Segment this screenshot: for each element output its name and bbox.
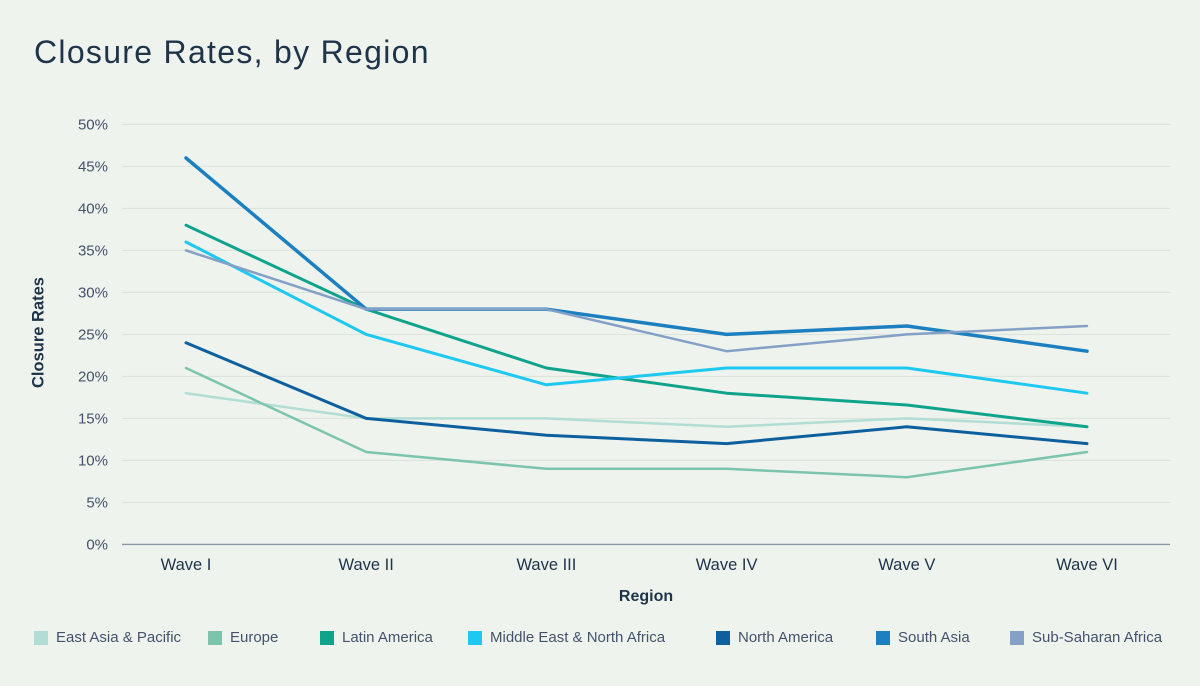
svg-text:20%: 20% (78, 368, 108, 385)
svg-text:10%: 10% (78, 452, 108, 469)
svg-text:Wave VI: Wave VI (1056, 556, 1118, 574)
svg-text:30%: 30% (78, 284, 108, 301)
svg-text:Wave I: Wave I (161, 556, 212, 574)
svg-text:Wave III: Wave III (516, 556, 576, 574)
svg-text:5%: 5% (86, 494, 108, 511)
svg-text:Wave IV: Wave IV (696, 556, 758, 574)
svg-text:Wave II: Wave II (339, 556, 394, 574)
svg-text:0%: 0% (86, 536, 108, 553)
svg-text:40%: 40% (78, 200, 108, 217)
svg-text:15%: 15% (78, 410, 108, 427)
svg-text:25%: 25% (78, 326, 108, 343)
svg-text:50%: 50% (78, 116, 108, 133)
svg-text:Wave V: Wave V (878, 556, 935, 574)
svg-text:45%: 45% (78, 158, 108, 175)
svg-text:35%: 35% (78, 242, 108, 259)
